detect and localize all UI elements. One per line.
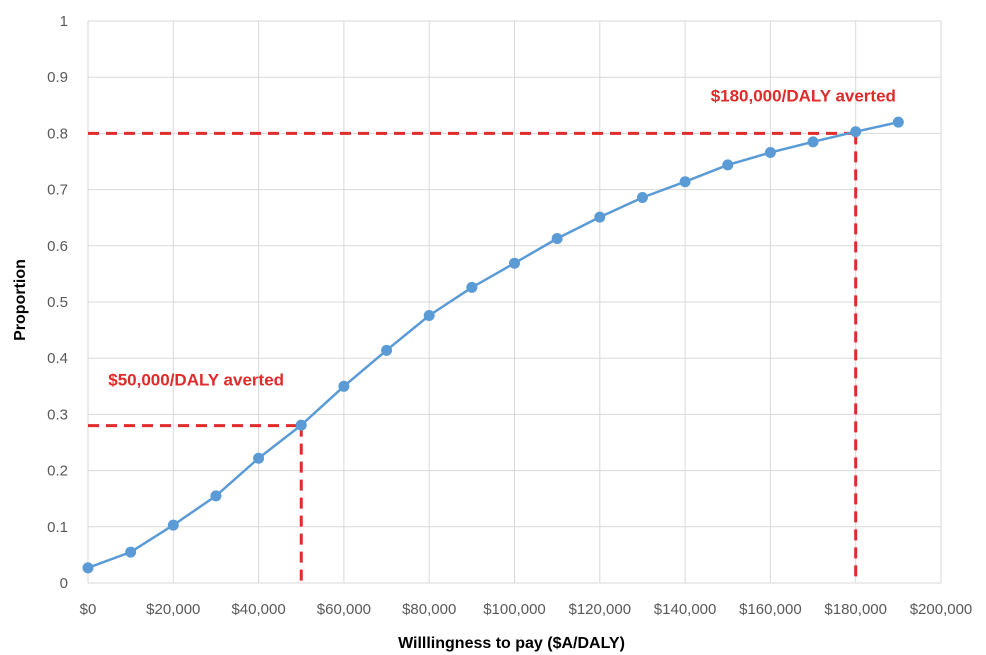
x-tick-label: $20,000 <box>146 601 200 618</box>
y-tick-label: 0.2 <box>47 463 68 480</box>
annotations: $50,000/DALY averted $180,000/DALY averte… <box>108 86 896 389</box>
data-point <box>892 116 904 128</box>
data-point <box>82 562 94 574</box>
y-tick-label: 1 <box>60 13 68 30</box>
y-tick-label: 0.7 <box>47 182 68 199</box>
series-group <box>82 116 904 574</box>
series-line <box>87 120 899 569</box>
data-point <box>466 281 478 293</box>
data-point <box>167 519 179 531</box>
y-tick-label: 0.6 <box>47 238 68 255</box>
x-tick-label: $40,000 <box>231 601 285 618</box>
y-tick-label: 0.4 <box>47 350 68 367</box>
x-tick-label: $200,000 <box>910 601 973 618</box>
gridlines <box>87 20 942 584</box>
data-point <box>807 136 819 148</box>
x-tick-label: $140,000 <box>654 601 717 618</box>
annotation-label: $180,000/DALY averted <box>711 86 896 105</box>
reference-lines <box>88 131 858 583</box>
x-tick-label: $60,000 <box>317 601 371 618</box>
y-tick-label: 0.8 <box>47 125 68 142</box>
x-tick-label: $100,000 <box>483 601 546 618</box>
data-point <box>764 147 776 159</box>
data-point <box>423 309 435 321</box>
x-axis-title: Willlingness to pay ($A/DALY) <box>398 635 625 652</box>
x-tick-labels: $0 $20,000 $40,000 $60,000 $80,000 $100,000 $1… <box>80 601 973 618</box>
data-point <box>125 546 137 558</box>
x-tick-label: $160,000 <box>739 601 802 618</box>
x-tick-label: $80,000 <box>402 601 456 618</box>
data-point <box>679 176 691 188</box>
y-tick-label: 0.1 <box>47 519 68 536</box>
data-point <box>722 159 734 171</box>
data-point <box>509 257 520 269</box>
data-point <box>253 452 265 464</box>
data-point <box>381 344 393 356</box>
data-point <box>594 211 606 223</box>
y-tick-label: 0 <box>60 575 68 592</box>
x-tick-label: $180,000 <box>824 601 887 618</box>
y-tick-labels: 0 0.1 0.2 0.3 0.4 0.5 0.6 0.7 0.8 0.9 1 <box>47 13 68 592</box>
x-tick-label: $0 <box>80 601 97 618</box>
data-point <box>551 232 563 244</box>
y-axis-title: Proportion <box>12 259 29 341</box>
y-tick-label: 0.3 <box>47 406 68 423</box>
y-tick-label: 0.5 <box>47 294 68 311</box>
data-point <box>295 419 307 431</box>
annotation-label: $50,000/DALY averted <box>108 371 284 390</box>
x-tick-label: $120,000 <box>569 601 632 618</box>
data-point <box>210 490 222 502</box>
y-tick-label: 0.9 <box>47 69 68 86</box>
data-point <box>636 191 648 203</box>
data-point <box>338 380 350 392</box>
data-point <box>850 126 862 138</box>
